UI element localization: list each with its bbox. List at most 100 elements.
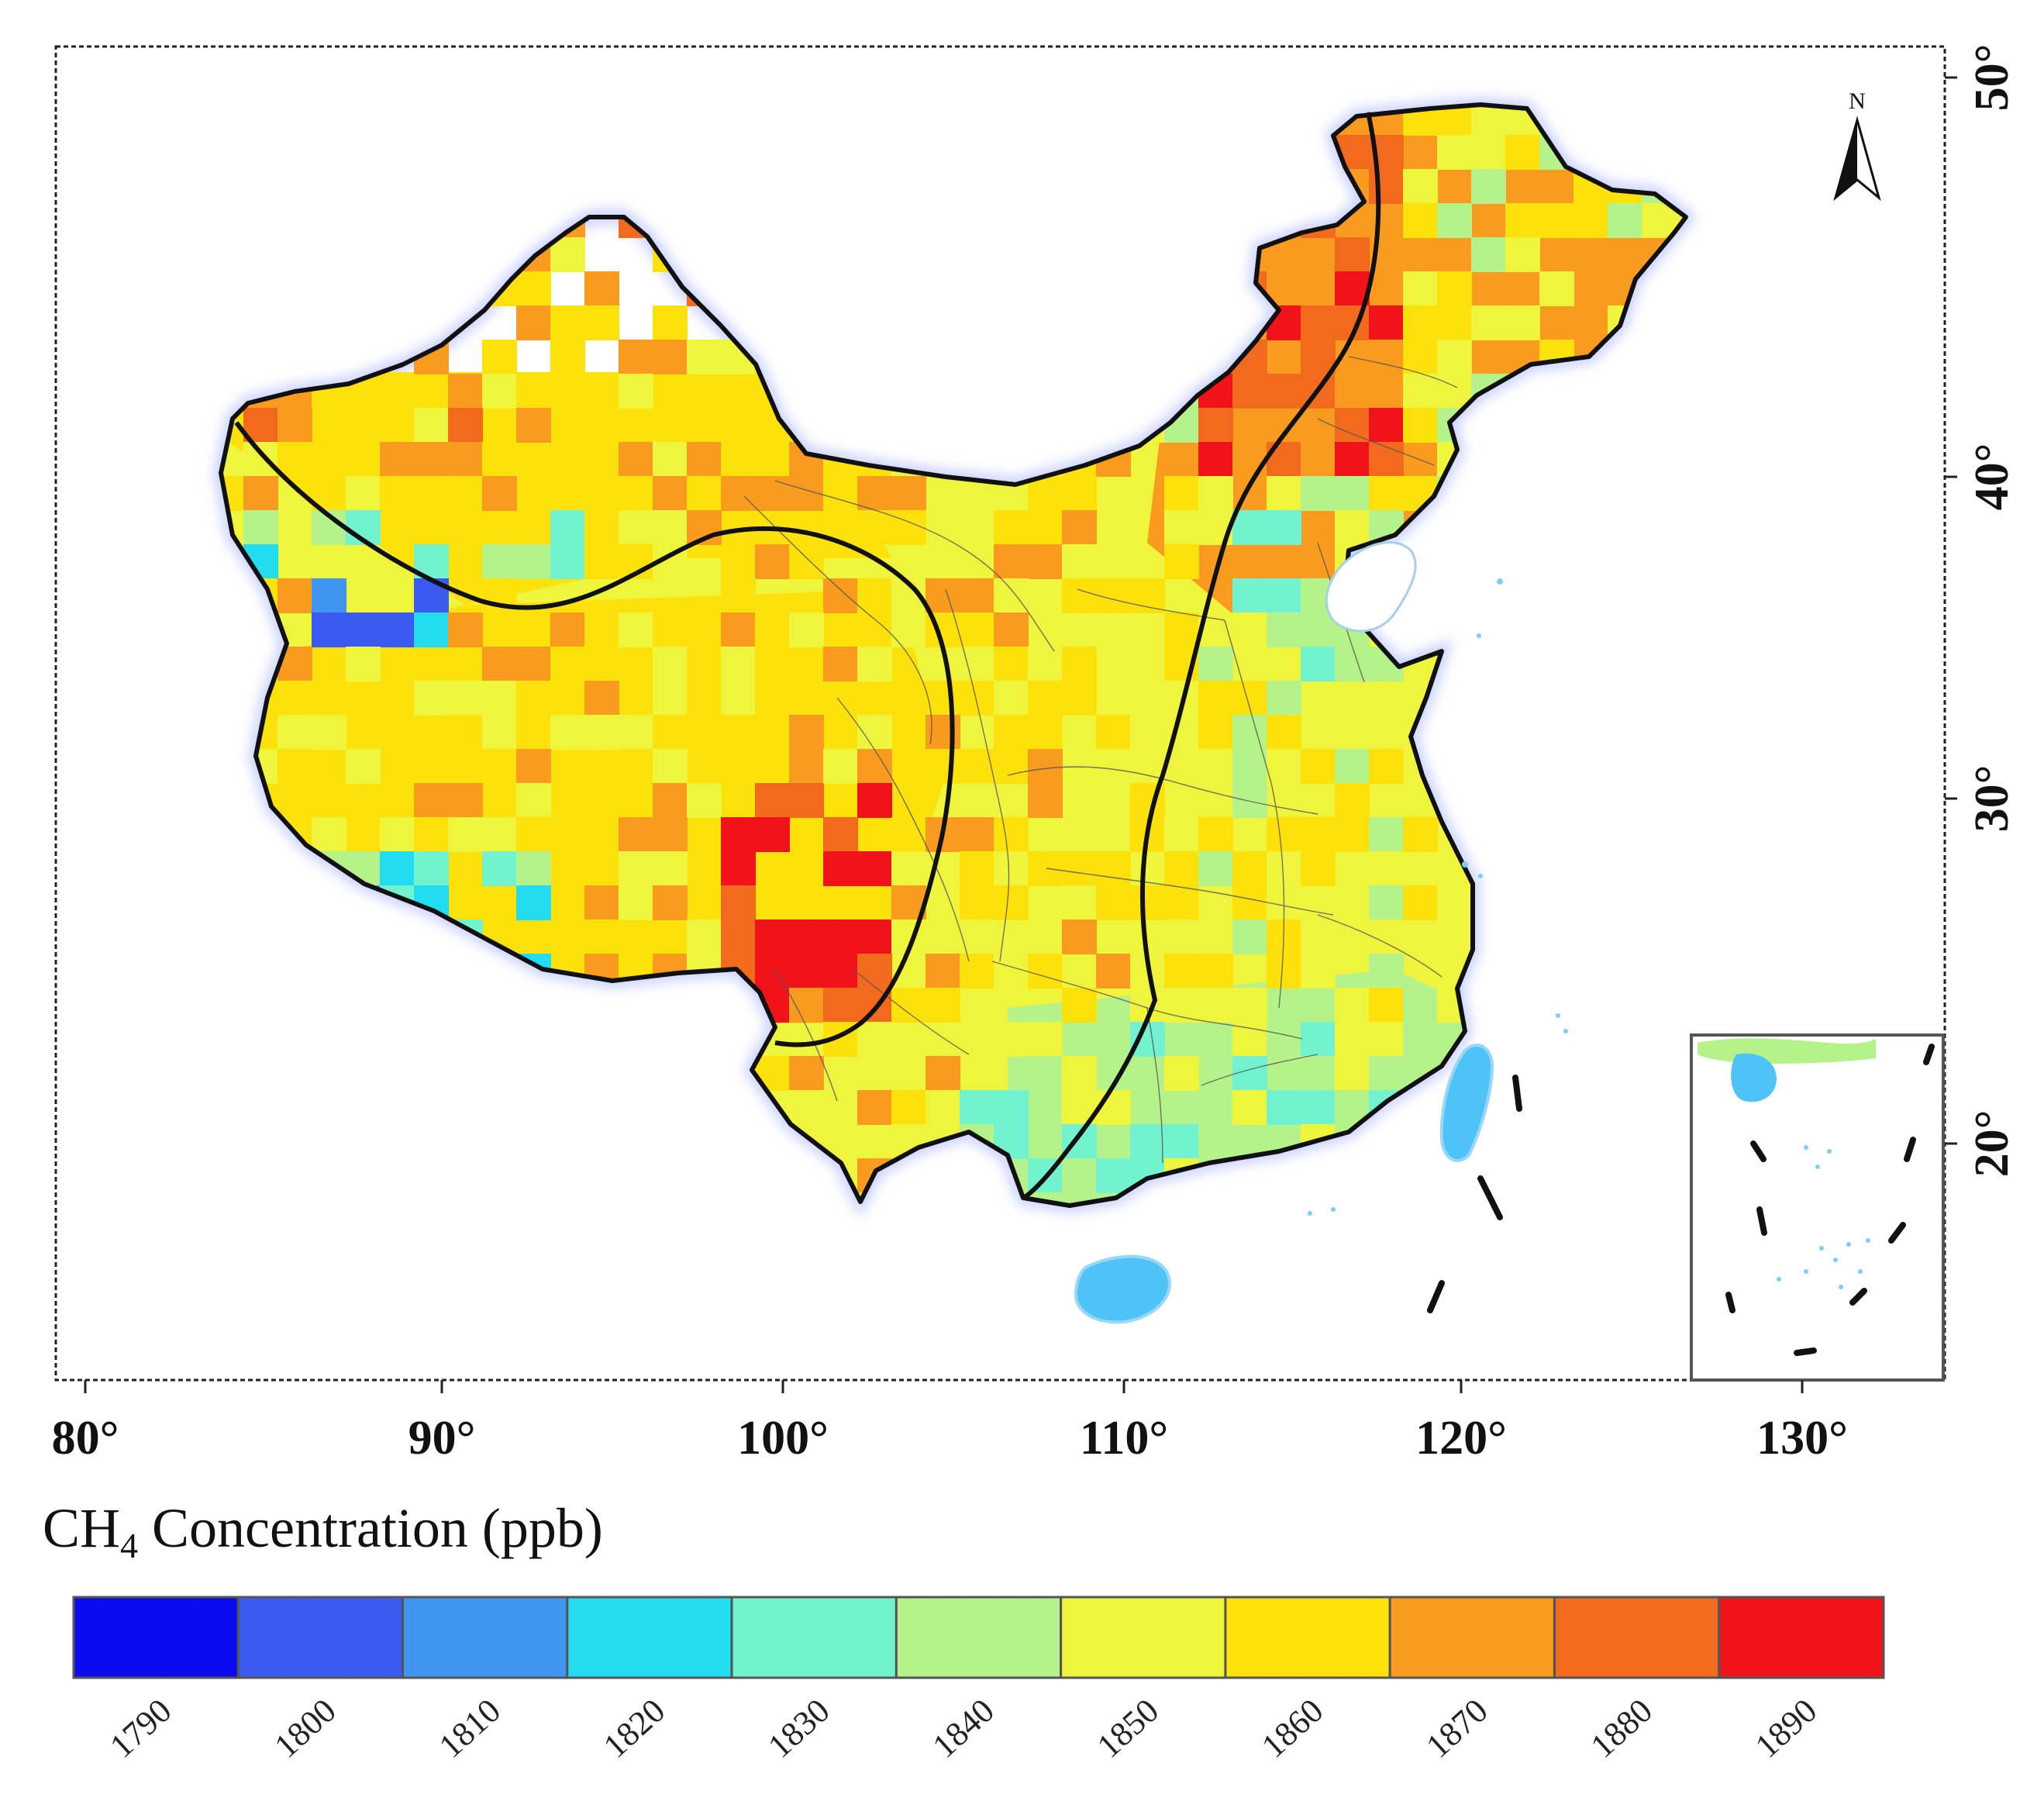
raster-cell	[1301, 920, 1336, 954]
raster-cell	[1028, 783, 1063, 818]
raster-cell	[312, 578, 346, 613]
raster-cell	[891, 1090, 926, 1125]
raster-cell	[448, 374, 483, 409]
raster-cell	[1301, 1056, 1336, 1091]
raster-cell	[687, 783, 722, 818]
raster-cell	[1267, 1022, 1301, 1057]
raster-cell	[1335, 510, 1370, 545]
raster-cell	[1471, 237, 1506, 272]
raster-cell	[1198, 749, 1233, 784]
raster-cell	[1471, 105, 1506, 136]
raster-cell	[1403, 988, 1438, 1023]
raster-cell	[1232, 442, 1267, 477]
raster-cell	[516, 783, 551, 818]
raster-cell	[994, 817, 1029, 852]
raster-cell	[994, 715, 1029, 750]
hainan-island	[1074, 1254, 1171, 1324]
raster-cell	[960, 1090, 994, 1125]
raster-cell	[414, 408, 449, 443]
raster-cell	[960, 783, 994, 818]
raster-cell	[1369, 885, 1404, 920]
raster-cell	[1369, 988, 1404, 1023]
raster-cell	[346, 612, 381, 647]
raster-cell	[1198, 442, 1233, 477]
raster-cell	[721, 920, 756, 954]
raster-cell	[994, 612, 1029, 647]
raster-cell	[755, 476, 790, 511]
raster-cell	[653, 885, 688, 920]
raster-cell	[1164, 885, 1199, 920]
raster-cell	[1028, 715, 1063, 750]
raster-cell	[755, 817, 790, 852]
raster-cell	[925, 749, 960, 784]
raster-cell	[1267, 578, 1301, 613]
raster-cell	[1062, 851, 1097, 886]
raster-cell	[550, 544, 585, 579]
raster-cell	[823, 476, 858, 511]
raster-cell	[1369, 408, 1404, 443]
raster-cell	[755, 612, 790, 647]
raster-cell	[448, 476, 483, 511]
raster-cell	[721, 817, 756, 852]
raster-cell	[823, 988, 858, 1023]
raster-cell	[346, 476, 381, 511]
legend-label-1870: 1870	[1419, 1692, 1495, 1765]
raster-cell	[1267, 954, 1301, 989]
raster-cell	[277, 681, 312, 716]
legend-label-1860: 1860	[1254, 1692, 1330, 1765]
raster-cell	[1369, 476, 1404, 511]
raster-cell	[1164, 920, 1199, 954]
raster-cell	[1301, 954, 1336, 989]
raster-cell	[584, 305, 619, 340]
raster-cell	[1403, 203, 1438, 238]
raster-cell	[550, 920, 585, 954]
raster-cell	[1232, 749, 1267, 784]
raster-cell	[414, 851, 449, 886]
raster-cell	[1232, 1090, 1267, 1125]
raster-cell	[721, 681, 756, 716]
raster-cell	[1232, 578, 1267, 613]
raster-cell	[789, 920, 824, 954]
raster-cell	[1301, 612, 1336, 647]
raster-cell	[550, 647, 585, 681]
raster-cell	[482, 647, 517, 681]
raster-cell	[550, 237, 585, 272]
raster-cell	[1403, 374, 1438, 409]
raster-cell	[1335, 442, 1370, 477]
raster-cell	[1369, 817, 1404, 852]
raster-cell	[1062, 885, 1097, 920]
raster-cell	[994, 885, 1029, 920]
raster-cell	[584, 544, 619, 579]
raster-cell	[516, 851, 551, 886]
raster-cell	[1574, 203, 1608, 238]
raster-cell	[857, 476, 892, 511]
raster-cell	[1403, 271, 1438, 306]
latitude-axis	[1945, 76, 1957, 1145]
raster-cell	[1130, 885, 1165, 920]
raster-cell	[516, 749, 551, 784]
raster-cell	[994, 681, 1029, 716]
raster-cell	[1267, 749, 1301, 784]
raster-cell	[789, 954, 824, 989]
raster-cell	[994, 578, 1029, 613]
raster-cell	[687, 442, 722, 477]
raster-cell	[1232, 374, 1267, 409]
raster-cell	[1505, 135, 1540, 170]
raster-cell	[1198, 954, 1233, 989]
raster-cell	[1028, 1056, 1063, 1091]
raster-cell	[857, 1090, 892, 1125]
south-china-sea-inset	[1690, 1033, 1945, 1382]
raster-cell	[1164, 612, 1199, 647]
raster-cell	[1301, 476, 1336, 511]
raster-cell	[312, 817, 346, 852]
raster-cell	[755, 920, 790, 954]
raster-cell	[482, 681, 517, 716]
raster-cell	[960, 681, 994, 716]
raster-cell	[1267, 681, 1301, 716]
raster-cell	[1403, 1022, 1438, 1057]
raster-cell	[823, 578, 858, 613]
raster-cell	[1198, 715, 1233, 750]
raster-cell	[1062, 544, 1097, 579]
raster-cell	[994, 647, 1029, 681]
raster-cell	[653, 305, 688, 340]
